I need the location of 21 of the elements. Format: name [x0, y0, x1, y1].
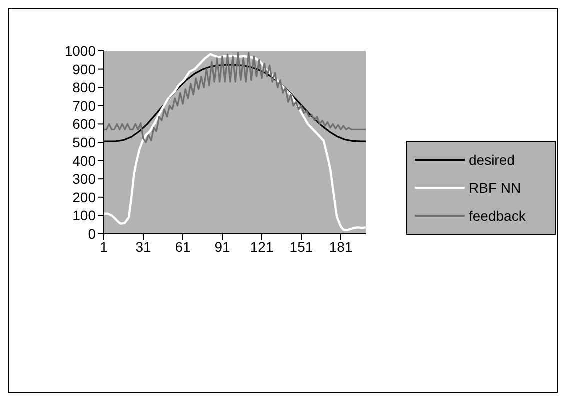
- y-tick-label: 900: [72, 61, 96, 78]
- x-tick-label: 151: [290, 238, 314, 255]
- legend-label: desired: [469, 152, 515, 168]
- y-tick-label: 800: [72, 80, 96, 96]
- x-tick-label: 91: [214, 238, 230, 255]
- y-tick-label: 400: [72, 152, 96, 169]
- y-tick-label: 500: [72, 134, 96, 150]
- x-tick-label: 61: [175, 238, 191, 255]
- y-tick-label: 300: [72, 171, 96, 188]
- x-tick-label: 181: [329, 238, 353, 255]
- legend-label: RBF NN: [469, 180, 522, 196]
- x-tick-label: 1: [100, 238, 108, 255]
- x-tick-label: 121: [250, 238, 274, 255]
- y-tick-label: 200: [72, 189, 96, 206]
- y-tick-label: 700: [72, 98, 96, 114]
- y-tick-label: 100: [72, 208, 96, 224]
- x-tick-label: 31: [136, 238, 152, 255]
- y-tick-label: 600: [72, 116, 96, 132]
- y-tick-label: 1000: [64, 42, 96, 59]
- legend-label: feedback: [469, 208, 526, 224]
- y-tick-label: 0: [88, 226, 96, 242]
